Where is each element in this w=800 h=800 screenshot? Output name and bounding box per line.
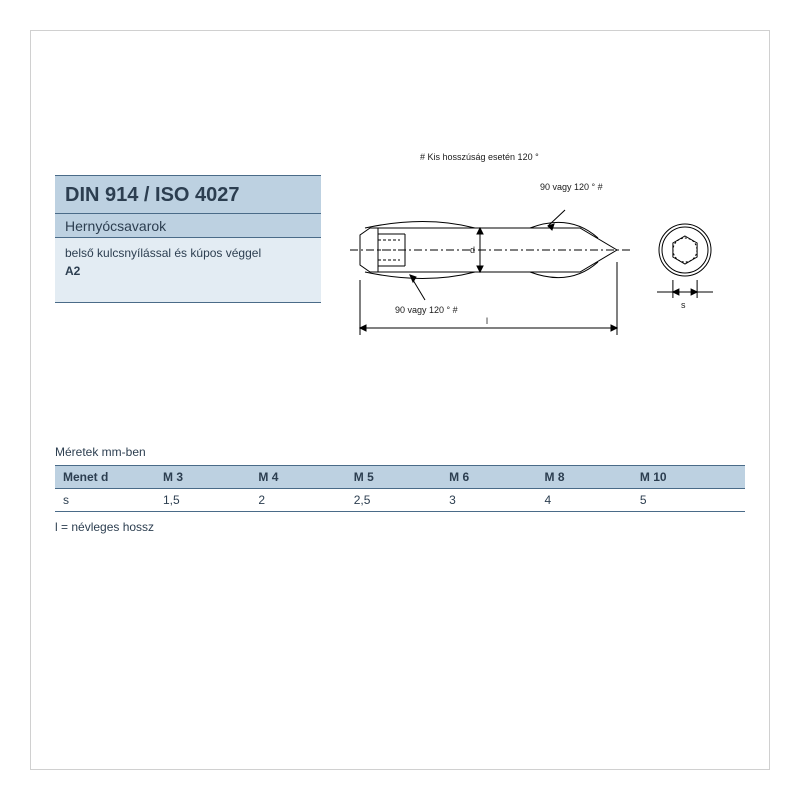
table-col-3: M 6 <box>441 466 536 489</box>
table-col-4: M 8 <box>537 466 632 489</box>
table-cell: 1,5 <box>155 489 250 512</box>
table-cell: 3 <box>441 489 536 512</box>
table-header-row: Menet d M 3 M 4 M 5 M 6 M 8 M 10 <box>55 466 745 489</box>
table-foot-note: l = névleges hossz <box>55 520 154 534</box>
table-cell: 2 <box>250 489 345 512</box>
table-col-0: M 3 <box>155 466 250 489</box>
dimension-table: Menet d M 3 M 4 M 5 M 6 M 8 M 10 s 1,5 2… <box>55 465 745 512</box>
spec-subtitle-row: Hernyócsavarok <box>55 214 321 238</box>
drawing-angle-upper: 90 vagy 120 ° # <box>540 182 603 192</box>
drawing-dim-d: d <box>470 245 475 255</box>
table-row-label: s <box>55 489 155 512</box>
screw-side-view <box>350 210 630 335</box>
table-cell: 4 <box>537 489 632 512</box>
drawing-angle-lower: 90 vagy 120 ° # <box>395 305 458 315</box>
spec-title: DIN 914 / ISO 4027 <box>65 184 311 207</box>
table-col-2: M 5 <box>346 466 441 489</box>
spec-material: A2 <box>65 264 311 278</box>
table-row: s 1,5 2 2,5 3 4 5 <box>55 489 745 512</box>
table-col-5: M 10 <box>632 466 745 489</box>
page-frame <box>30 30 770 770</box>
drawing-dim-l: l <box>486 316 488 326</box>
spec-title-row: DIN 914 / ISO 4027 <box>55 175 321 214</box>
screw-end-view <box>657 224 713 298</box>
table-header-label: Menet d <box>55 466 155 489</box>
spec-description: belső kulcsnyílással és kúpos véggel <box>65 244 311 262</box>
table-cell: 2,5 <box>346 489 441 512</box>
table-col-1: M 4 <box>250 466 345 489</box>
drawing-note-top: # Kis hosszúság esetén 120 ° <box>420 152 539 162</box>
table-cell: 5 <box>632 489 745 512</box>
table-units-note: Méretek mm-ben <box>55 445 146 459</box>
drawing-dim-s: s <box>681 300 686 310</box>
technical-drawing: # Kis hosszúság esetén 120 ° <box>330 150 750 370</box>
spec-desc-row: belső kulcsnyílással és kúpos véggel A2 <box>55 238 321 303</box>
spec-panel: DIN 914 / ISO 4027 Hernyócsavarok belső … <box>55 175 321 303</box>
spec-subtitle: Hernyócsavarok <box>65 218 311 234</box>
